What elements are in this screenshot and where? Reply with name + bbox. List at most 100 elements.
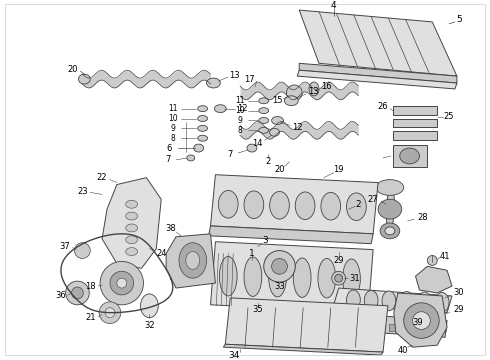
Ellipse shape <box>126 200 138 208</box>
Text: 15: 15 <box>272 96 283 105</box>
Bar <box>389 324 399 332</box>
Ellipse shape <box>215 105 226 113</box>
Text: 7: 7 <box>166 156 171 165</box>
Ellipse shape <box>295 192 315 220</box>
Bar <box>436 324 446 332</box>
Text: 29: 29 <box>333 256 344 265</box>
Text: 39: 39 <box>412 318 423 327</box>
Text: 30: 30 <box>454 288 464 297</box>
Text: 22: 22 <box>97 173 107 182</box>
Polygon shape <box>211 242 373 313</box>
Bar <box>357 324 367 332</box>
Ellipse shape <box>286 85 302 101</box>
Text: 41: 41 <box>440 252 450 261</box>
Polygon shape <box>332 313 447 337</box>
Text: 2: 2 <box>356 200 361 209</box>
Ellipse shape <box>220 256 237 296</box>
Ellipse shape <box>346 290 360 310</box>
Ellipse shape <box>376 180 404 195</box>
Text: 38: 38 <box>166 224 176 233</box>
Ellipse shape <box>378 199 402 219</box>
Ellipse shape <box>435 292 449 312</box>
Ellipse shape <box>186 252 199 269</box>
Ellipse shape <box>343 259 360 298</box>
Polygon shape <box>416 266 452 293</box>
Ellipse shape <box>259 117 269 123</box>
Ellipse shape <box>385 227 395 235</box>
Text: 27: 27 <box>368 195 378 204</box>
Text: 33: 33 <box>274 282 285 291</box>
Polygon shape <box>297 70 457 89</box>
Ellipse shape <box>417 292 431 312</box>
Bar <box>342 324 351 332</box>
Text: 12: 12 <box>237 104 247 113</box>
Polygon shape <box>386 185 395 234</box>
Ellipse shape <box>105 308 115 318</box>
Text: 5: 5 <box>456 15 462 24</box>
Text: 12: 12 <box>292 123 302 132</box>
Polygon shape <box>209 226 373 244</box>
Bar <box>393 131 437 140</box>
Ellipse shape <box>270 129 279 136</box>
Ellipse shape <box>271 258 287 274</box>
Text: 31: 31 <box>349 274 360 283</box>
Text: 9: 9 <box>238 116 243 125</box>
Ellipse shape <box>413 312 430 329</box>
Ellipse shape <box>244 257 262 296</box>
Text: 40: 40 <box>397 346 408 355</box>
Text: 25: 25 <box>444 112 454 121</box>
Ellipse shape <box>197 135 208 141</box>
Text: 8: 8 <box>238 126 243 135</box>
Text: 9: 9 <box>171 124 175 133</box>
Text: 36: 36 <box>55 292 66 301</box>
Ellipse shape <box>78 74 90 84</box>
Ellipse shape <box>187 155 195 161</box>
Text: 23: 23 <box>77 187 88 196</box>
Ellipse shape <box>259 127 269 133</box>
Ellipse shape <box>259 108 269 113</box>
Text: 32: 32 <box>144 321 155 330</box>
Text: 28: 28 <box>417 212 428 221</box>
Ellipse shape <box>194 144 204 152</box>
Ellipse shape <box>99 302 121 324</box>
Ellipse shape <box>197 106 208 112</box>
Ellipse shape <box>219 190 238 218</box>
Text: 19: 19 <box>333 165 344 174</box>
Text: 6: 6 <box>167 144 172 153</box>
Ellipse shape <box>74 243 90 258</box>
Text: 10: 10 <box>168 114 178 123</box>
Ellipse shape <box>382 291 396 311</box>
Ellipse shape <box>400 292 414 311</box>
Text: 35: 35 <box>252 305 263 314</box>
Text: 13: 13 <box>308 87 319 96</box>
Ellipse shape <box>364 291 378 310</box>
Text: 3: 3 <box>262 236 268 245</box>
Ellipse shape <box>207 78 220 88</box>
Ellipse shape <box>269 257 286 297</box>
Polygon shape <box>223 344 383 355</box>
Ellipse shape <box>294 258 311 297</box>
Ellipse shape <box>110 271 134 295</box>
Ellipse shape <box>284 96 298 106</box>
Ellipse shape <box>309 82 319 96</box>
Text: 2: 2 <box>265 157 270 166</box>
Polygon shape <box>102 177 161 268</box>
Ellipse shape <box>259 98 269 104</box>
Polygon shape <box>225 298 388 352</box>
Text: 17: 17 <box>244 75 254 84</box>
Text: 34: 34 <box>228 351 240 360</box>
Text: 29: 29 <box>454 305 464 314</box>
Ellipse shape <box>117 278 127 288</box>
Bar <box>393 118 437 127</box>
Text: 8: 8 <box>171 134 175 143</box>
Text: 4: 4 <box>331 1 337 10</box>
Bar <box>420 324 430 332</box>
Ellipse shape <box>264 251 295 282</box>
Ellipse shape <box>404 303 439 338</box>
Ellipse shape <box>427 256 437 265</box>
Text: 7: 7 <box>227 150 233 159</box>
Text: 26: 26 <box>378 102 388 111</box>
Polygon shape <box>299 10 457 76</box>
Ellipse shape <box>380 223 400 239</box>
Ellipse shape <box>197 116 208 121</box>
